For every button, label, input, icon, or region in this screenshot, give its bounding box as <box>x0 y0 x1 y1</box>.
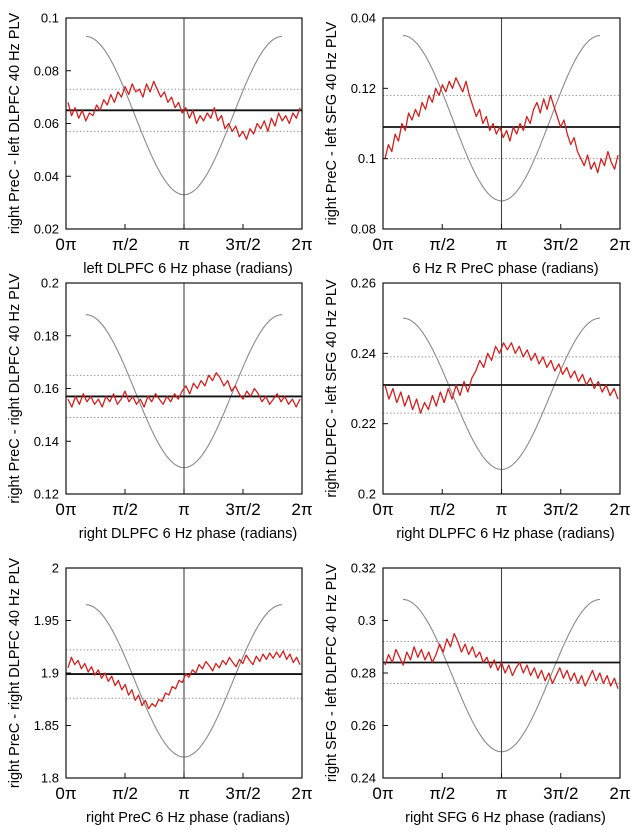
y-tick-label: 0.12 <box>351 81 376 96</box>
y-tick-label: 1.95 <box>34 613 59 628</box>
panel-2: 0π π/2 π 3π/2 2π 0.08 0.1 0.12 0.04 6 Hz R PreC p… <box>324 11 631 278</box>
y-tick-label: 0.1 <box>358 151 376 166</box>
panel-1: 0π π/2 π 3π/2 2π 0.02 0.04 0.06 0.08 0.1 left DLPF… <box>7 11 313 278</box>
x-tick-label: 0π <box>372 500 393 519</box>
x-axis-label: left DLPFC 6 Hz phase (radians) <box>83 261 293 277</box>
y-tick-label: 0.1 <box>41 11 59 26</box>
plot-area <box>66 18 302 229</box>
plot-area <box>66 568 302 778</box>
plot-area <box>383 283 620 494</box>
x-tick-label: 3π/2 <box>543 235 578 254</box>
x-tick-label: π <box>178 784 190 803</box>
x-tick-label: 3π/2 <box>225 784 260 803</box>
y-tick-label: 0.28 <box>351 666 376 681</box>
x-tick-label: π/2 <box>429 500 455 519</box>
y-tick-label: 2 <box>52 561 59 576</box>
x-tick-label: 0π <box>372 784 393 803</box>
y-tick-label: 0.32 <box>351 561 376 576</box>
y-axis-label: right DLPFC - left SFG 40 Hz PLV <box>324 279 340 497</box>
panel-6: 0π π/2 π 3π/2 2π 0.24 0.26 0.28 0.3 0.32 right SFG… <box>324 561 631 827</box>
y-axis-label: right SFG - left DLPFC 40 Hz PLV <box>324 564 340 782</box>
y-tick-label: 0.12 <box>34 487 59 502</box>
y-axis-label: right PreC - left SFG 40 Hz PLV <box>324 21 340 225</box>
x-tick-label: 3π/2 <box>543 500 578 519</box>
x-tick-label: 3π/2 <box>225 235 260 254</box>
x-tick-label: π <box>496 784 508 803</box>
plot-area <box>383 18 620 229</box>
y-tick-label: 0.18 <box>34 328 59 343</box>
panel-3: 0π π/2 π 3π/2 2π 0.12 0.14 0.16 0.18 0.2 right DLP… <box>7 273 313 542</box>
x-tick-label: 2π <box>291 500 312 519</box>
x-tick-label: π <box>178 500 190 519</box>
x-tick-label: 2π <box>609 784 630 803</box>
y-tick-label: 0.04 <box>351 11 376 26</box>
plv-series-line <box>384 77 619 174</box>
y-tick-label: 0.24 <box>351 346 376 361</box>
x-tick-label: π <box>496 235 508 254</box>
y-axis-label: right PreC - right DLPFC 40 Hz PLV <box>7 558 23 789</box>
x-axis-label: right DLPFC 6 Hz phase (radians) <box>79 526 297 542</box>
x-axis-label: right SFG 6 Hz phase (radians) <box>405 810 606 826</box>
y-tick-label: 0.2 <box>41 276 59 291</box>
y-tick-label: 1.8 <box>41 771 59 786</box>
panel-5: 0π π/2 π 3π/2 2π 1.8 1.85 1.9 1.95 2 right PreC 6 … <box>7 558 313 826</box>
x-tick-label: 0π <box>372 235 393 254</box>
y-tick-label: 0.02 <box>34 222 59 237</box>
x-tick-label: 0π <box>55 784 76 803</box>
plv-series-line <box>384 342 619 414</box>
x-tick-label: π/2 <box>112 784 138 803</box>
y-tick-label: 0.14 <box>34 434 59 449</box>
y-tick-label: 0.26 <box>351 276 376 291</box>
x-tick-label: π <box>178 235 190 254</box>
plv-series-line <box>67 80 301 140</box>
y-tick-label: 1.85 <box>34 718 59 733</box>
plv-series-line <box>384 632 619 689</box>
x-tick-label: 2π <box>291 784 312 803</box>
x-tick-label: 2π <box>609 500 630 519</box>
y-axis-label: right PreC - left DLPFC 40 Hz PLV <box>7 13 23 235</box>
x-tick-label: π/2 <box>112 235 138 254</box>
x-tick-label: 2π <box>609 235 630 254</box>
y-tick-label: 0.04 <box>34 169 59 184</box>
x-tick-label: 3π/2 <box>225 500 260 519</box>
plot-area <box>66 283 302 494</box>
x-tick-label: π <box>496 500 508 519</box>
y-tick-label: 0.2 <box>358 487 376 502</box>
plv-series-line <box>67 372 301 408</box>
y-tick-label: 0.08 <box>351 222 376 237</box>
y-tick-label: 0.06 <box>34 116 59 131</box>
y-tick-label: 0.08 <box>34 63 59 78</box>
plv-series-line <box>67 650 301 710</box>
plot-area <box>383 568 620 778</box>
x-tick-label: 2π <box>291 235 312 254</box>
x-tick-label: 0π <box>55 500 76 519</box>
x-axis-label: right PreC 6 Hz phase (radians) <box>86 810 290 826</box>
x-tick-label: 0π <box>55 235 76 254</box>
y-tick-label: 0.16 <box>34 381 59 396</box>
x-axis-label: right DLPFC 6 Hz phase (radians) <box>396 526 614 542</box>
y-tick-label: 1.9 <box>41 666 59 681</box>
y-tick-label: 0.3 <box>358 613 376 628</box>
panel-4: 0π π/2 π 3π/2 2π 0.2 0.22 0.24 0.26 right DLPFC 6… <box>324 276 631 543</box>
x-tick-label: π/2 <box>429 235 455 254</box>
x-tick-label: π/2 <box>429 784 455 803</box>
y-tick-label: 0.24 <box>351 771 376 786</box>
x-tick-label: 3π/2 <box>543 784 578 803</box>
y-tick-label: 0.26 <box>351 718 376 733</box>
y-axis-label: right PreC - right DLPFC 40 Hz PLV <box>7 273 23 504</box>
y-tick-label: 0.22 <box>351 416 376 431</box>
x-axis-label: 6 Hz R PreC phase (radians) <box>412 261 598 277</box>
x-tick-label: π/2 <box>112 500 138 519</box>
